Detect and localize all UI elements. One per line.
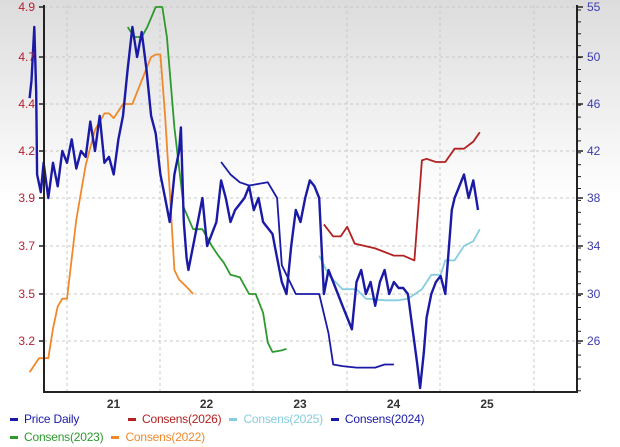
left-tick-label: 3.5	[18, 287, 35, 301]
legend: Price Daily Consens(2026) Consens(2025) …	[10, 410, 432, 446]
right-axis-ticks: 55 50 46 42 38 34 30 26	[577, 0, 601, 392]
series-line-consens-2025-	[318, 228, 481, 302]
x-axis-ticks: 21 22 23 24 25	[107, 397, 494, 411]
legend-swatch	[10, 435, 18, 439]
legend-swatch	[229, 417, 238, 421]
x-tick-label: 23	[293, 397, 307, 411]
right-tick-label: 50	[587, 50, 601, 64]
series-line-consens-2026-	[323, 131, 481, 262]
series-line-price-daily	[28, 25, 480, 390]
legend-swatch	[330, 417, 339, 421]
left-tick-label: 3.2	[18, 334, 35, 348]
legend-label: Consens(2026)	[142, 412, 222, 426]
x-tick-label: 25	[480, 397, 494, 411]
x-tick-label: 22	[200, 397, 214, 411]
series-line-consens-2023-	[126, 6, 287, 353]
left-tick-label: 4.4	[18, 97, 35, 111]
left-tick-label: 4.2	[18, 144, 35, 158]
legend-swatch	[10, 417, 18, 421]
right-tick-label: 38	[587, 191, 601, 205]
legend-item-price-daily: Price Daily	[10, 412, 120, 426]
legend-label: Consens(2025)	[243, 412, 323, 426]
series-line-consens-2024-	[220, 161, 394, 369]
series-group	[28, 6, 481, 390]
legend-row-1: Price Daily Consens(2026) Consens(2025) …	[10, 410, 432, 428]
legend-label: Consens(2022)	[125, 430, 205, 444]
legend-item-consens-2024: Consens(2024)	[330, 412, 425, 426]
right-tick-label: 55	[587, 0, 601, 14]
legend-swatch	[111, 435, 120, 439]
legend-item-consens-2023: Consens(2023)	[10, 430, 104, 444]
left-tick-label: 4.9	[18, 0, 35, 14]
legend-item-consens-2025: Consens(2025)	[229, 412, 323, 426]
left-tick-label: 4.7	[18, 50, 35, 64]
legend-label: Price Daily	[24, 412, 80, 426]
legend-item-consens-2022: Consens(2022)	[111, 430, 205, 444]
right-tick-label: 46	[587, 97, 601, 111]
left-tick-label: 3.9	[18, 191, 35, 205]
legend-label: Consens(2023)	[24, 430, 104, 444]
legend-row-2: Consens(2023) Consens(2022)	[10, 428, 432, 446]
x-tick-label: 24	[387, 397, 401, 411]
x-tick-label: 21	[107, 397, 121, 411]
right-tick-label: 30	[587, 287, 601, 301]
left-axis-ticks: 4.9 4.7 4.4 4.2 3.9 3.7 3.5 3.2	[18, 0, 44, 348]
left-tick-label: 3.7	[18, 239, 35, 253]
series-line-consens-2022-	[28, 53, 194, 373]
right-tick-label: 34	[587, 239, 601, 253]
right-tick-label: 42	[587, 144, 601, 158]
legend-label: Consens(2024)	[344, 412, 425, 426]
right-tick-label: 26	[587, 334, 601, 348]
legend-swatch	[128, 417, 136, 421]
legend-item-consens-2026: Consens(2026)	[128, 412, 222, 426]
